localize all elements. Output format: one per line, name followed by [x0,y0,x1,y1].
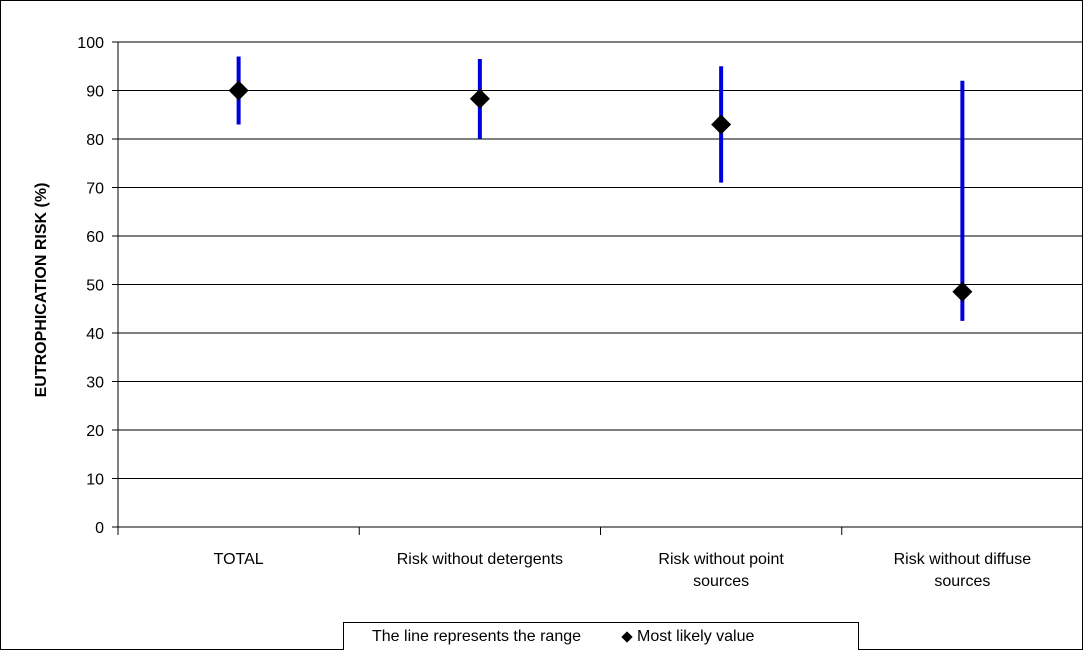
value-marker [711,114,732,135]
legend-entry-marker: Most likely value [621,627,755,646]
legend-entry-range: The line represents the range [372,627,582,645]
y-tick-label: 80 [86,132,104,149]
y-tick-label: 40 [86,326,104,343]
y-axis-title: EUTROPHICATION RISK (%) [33,183,50,398]
y-tick-label: 90 [86,84,104,101]
category-label: Risk without detergents [397,551,563,568]
y-tick-label: 10 [86,472,104,489]
gridlines [118,41,1083,479]
y-tick-label: 30 [86,375,104,392]
category-label: Risk without diffuse sources [894,551,1032,590]
category-label: Risk without point sources [658,551,784,590]
y-tick-label: 70 [86,181,104,198]
axis-labels: 0 10 20 30 40 50 60 70 80 90 100 TOTAL Risk without … [77,35,1031,590]
legend: The line represents the range Most likel… [343,622,859,650]
y-tick-label: 50 [86,278,104,295]
range-lines [236,56,965,321]
axes [112,41,1083,535]
y-tick-label: 20 [86,423,104,440]
y-tick-label: 60 [86,229,104,246]
value-marker [228,80,249,101]
y-tick-label: 100 [77,35,104,52]
category-label: TOTAL [214,551,264,568]
value-markers [228,80,973,302]
diamond-icon [621,630,633,643]
value-marker [952,281,973,302]
value-marker [469,88,490,109]
legend-marker-label: Most likely value [637,627,755,645]
y-tick-label: 0 [95,520,104,537]
